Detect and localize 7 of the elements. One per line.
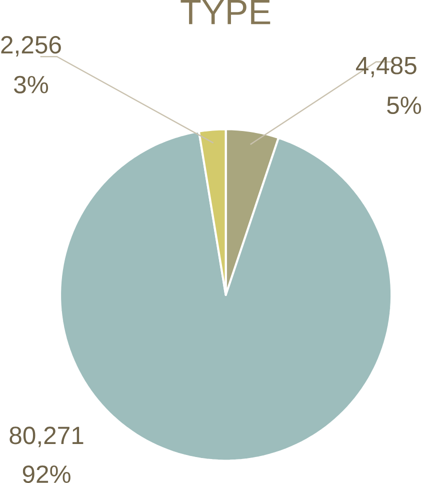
chart-title: TYPE (180, 0, 270, 24)
text: 5% (387, 96, 422, 114)
data-label: 4,485 (356, 56, 416, 78)
data-label: 80,271 (10, 426, 84, 448)
text: 92% (22, 465, 70, 483)
data-label: 2,256 (1, 36, 61, 57)
text: 3% (14, 76, 48, 94)
